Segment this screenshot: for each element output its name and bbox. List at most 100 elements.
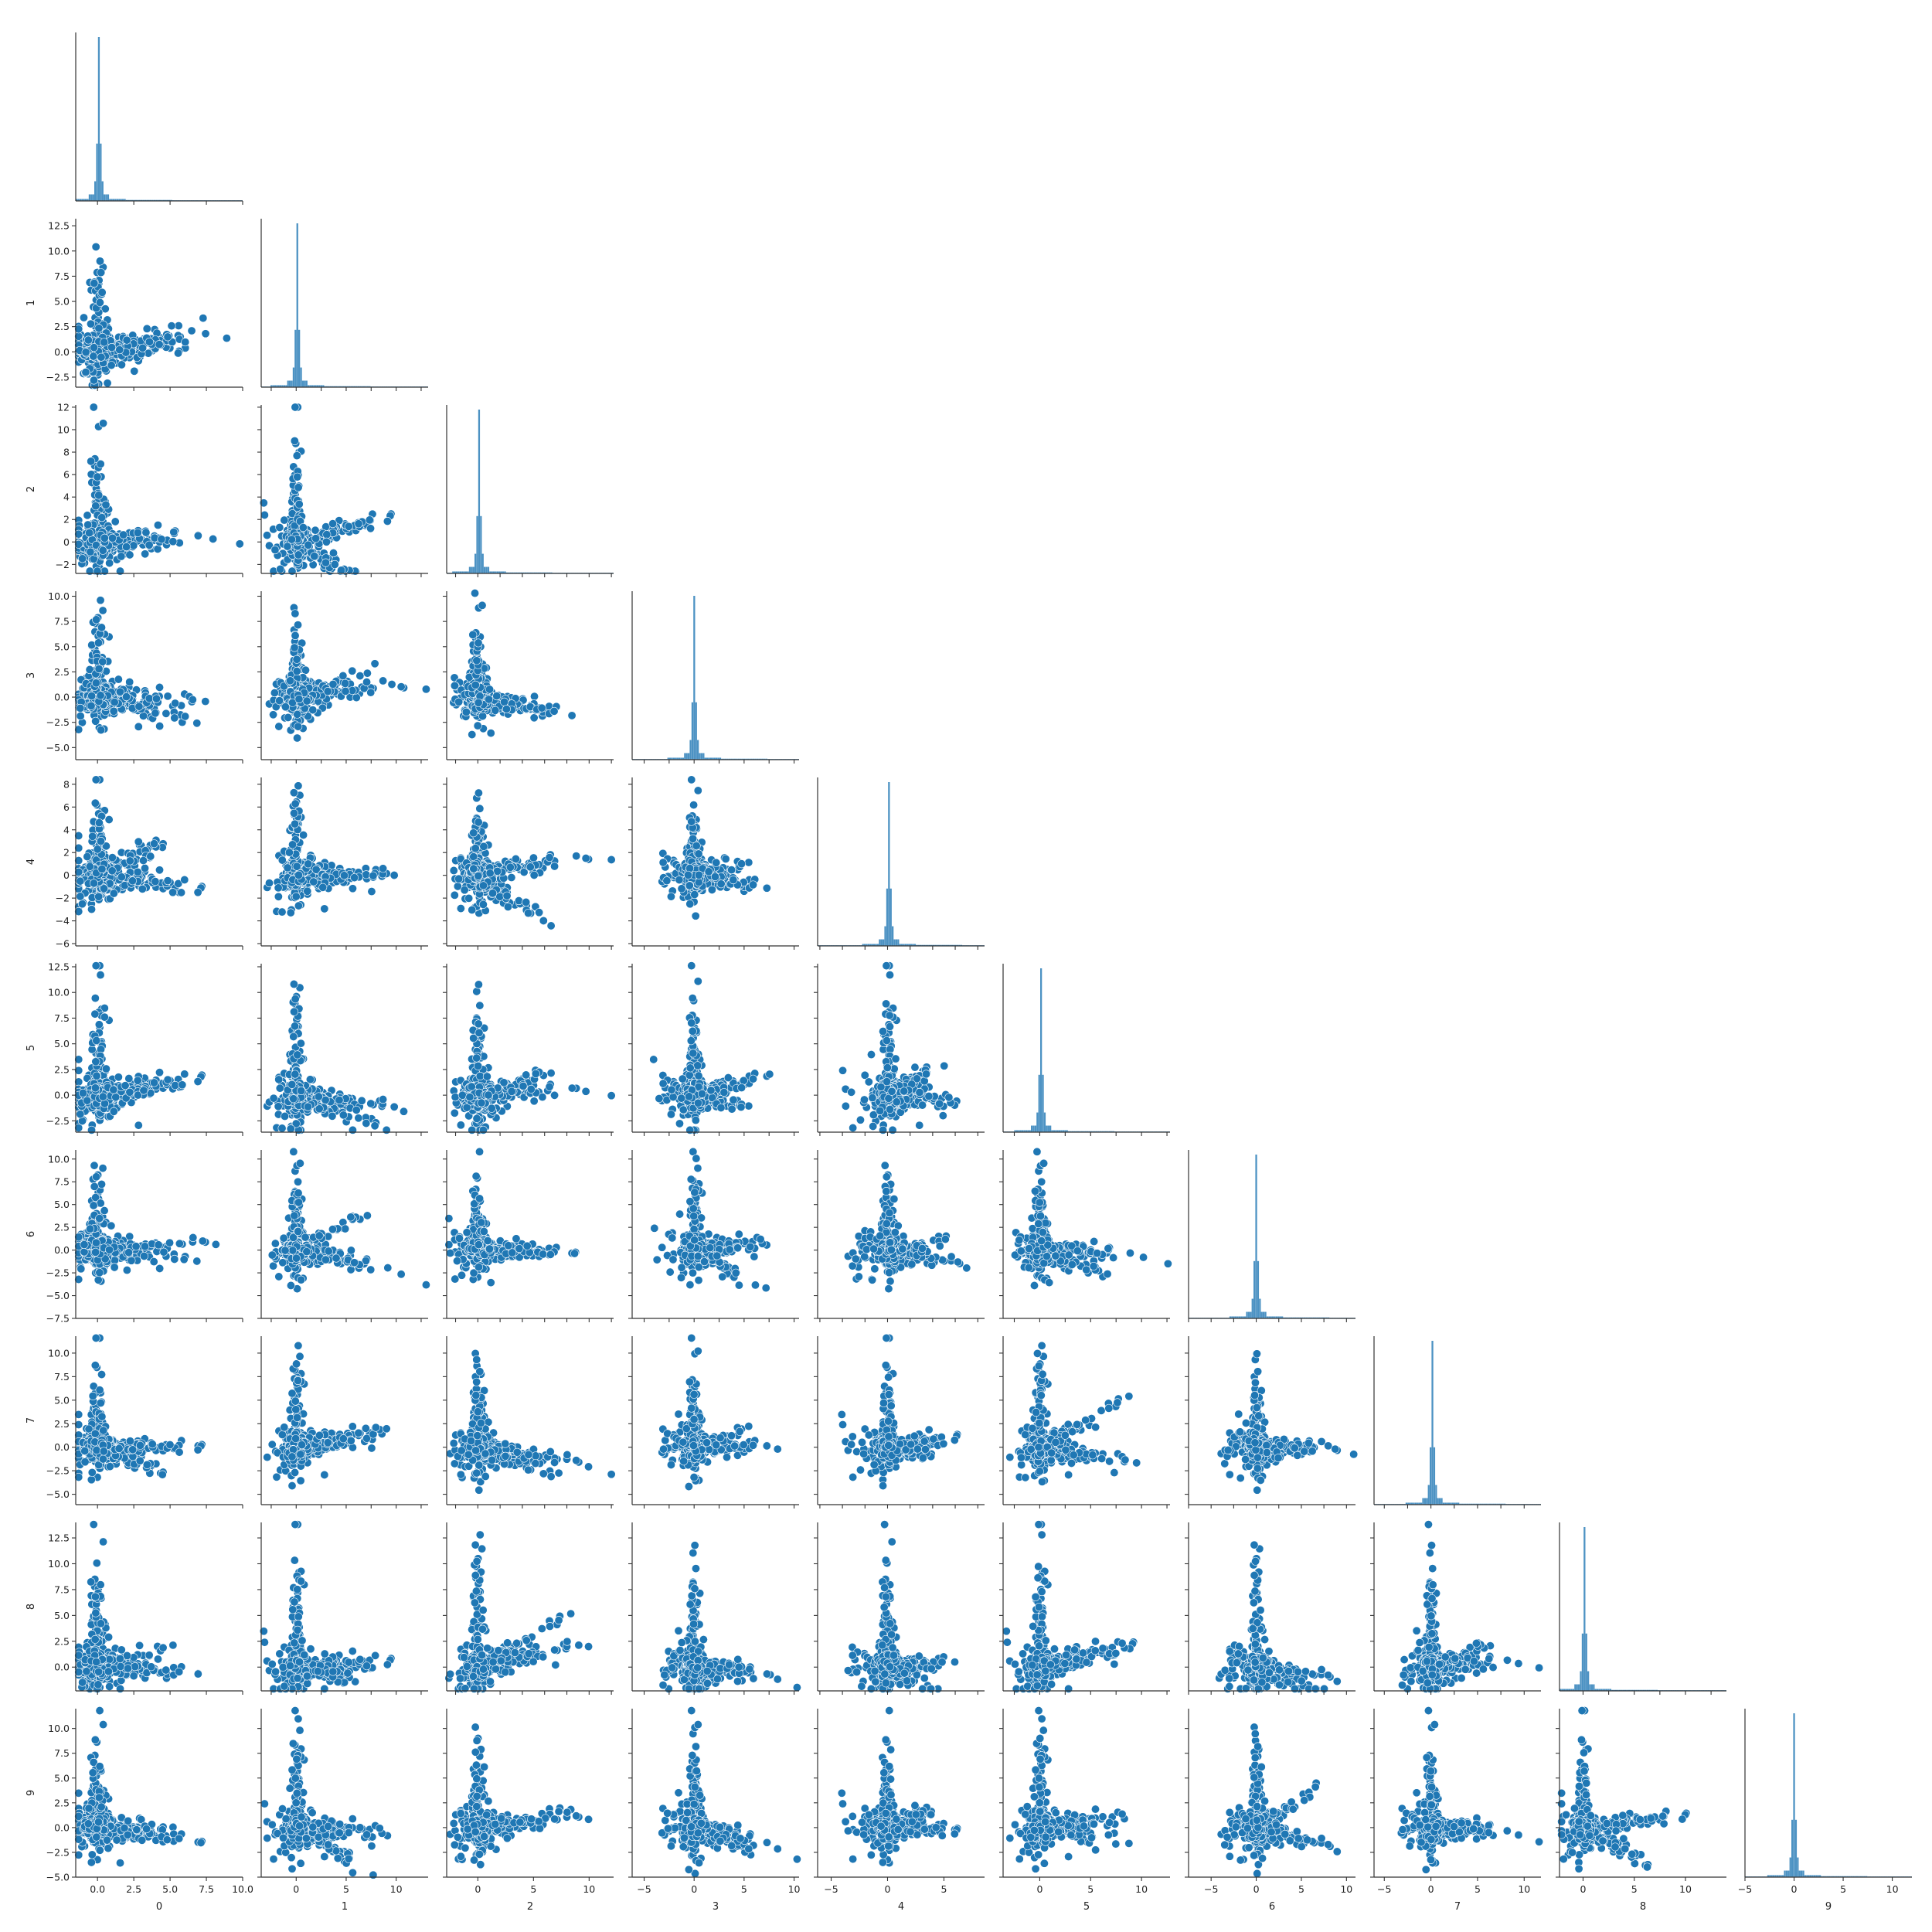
point-3-1-225 <box>270 689 278 696</box>
point-3-0-513 <box>92 679 100 687</box>
point-4-0-477 <box>77 893 84 900</box>
y-tick-label: 10 <box>57 423 70 435</box>
point-1-0-510 <box>90 352 97 360</box>
point-3-1-398 <box>309 706 317 713</box>
point-2-1-467 <box>291 403 299 411</box>
point-4-0-441 <box>168 889 176 896</box>
point-3-0-512 <box>87 702 95 709</box>
panel-3-vs-0: −5.0−2.50.02.55.07.510.03 <box>26 590 243 764</box>
hist-bar-2-12 <box>469 567 471 573</box>
y-tick-label: 2 <box>63 514 70 526</box>
point-2-1-353 <box>276 523 284 531</box>
y-tick-label: 10.0 <box>48 590 70 602</box>
panel-2-vs-1 <box>257 403 428 577</box>
point-3-2-510 <box>474 639 482 647</box>
point-1-0-512 <box>97 353 105 361</box>
point-3-1-514 <box>286 677 294 685</box>
y-tick-label: 12 <box>57 401 70 413</box>
point-2-1-373 <box>329 549 337 556</box>
point-4-0-509 <box>105 815 113 823</box>
y-tick-label: 2.5 <box>54 666 70 678</box>
point-3-1-361 <box>293 734 301 742</box>
point-1-0-339 <box>223 334 230 342</box>
point-4-0-400 <box>134 868 141 876</box>
point-4-1-420 <box>274 884 282 892</box>
point-3-1-519 <box>281 703 289 711</box>
point-4-1-73 <box>294 782 302 790</box>
point-4-1-486 <box>379 865 386 872</box>
point-4-1-519 <box>294 871 302 879</box>
pairplot-panels: −2.50.02.55.07.510.012.51−20246810122−5.… <box>26 32 1912 1913</box>
point-4-0-515 <box>108 867 116 875</box>
hist-bar-1-22 <box>302 381 304 387</box>
point-1-0-500 <box>90 376 97 384</box>
point-4-0-491 <box>95 818 103 826</box>
y-tick-label: 10.0 <box>48 245 70 257</box>
point-2-0-89 <box>209 535 216 543</box>
point-2-1-511 <box>345 522 352 530</box>
hist-bar-0-11 <box>96 144 97 201</box>
point-4-0-514 <box>90 879 97 887</box>
point-3-1-447 <box>349 667 356 675</box>
point-4-0-455 <box>177 889 185 896</box>
hist-bar-0-12 <box>98 37 100 201</box>
point-3-1-497 <box>294 723 302 730</box>
point-4-0-371 <box>92 776 100 784</box>
point-4-1-518 <box>319 883 327 891</box>
point-3-2-414 <box>568 712 576 719</box>
point-1-0-509 <box>116 345 124 353</box>
point-3-1-389 <box>294 621 301 628</box>
point-3-0-96 <box>134 723 142 730</box>
point-2-0-279 <box>111 518 119 526</box>
point-1-0-263 <box>188 327 196 335</box>
point-4-0-471 <box>128 877 136 885</box>
point-3-0-441 <box>162 709 170 717</box>
point-3-0-519 <box>97 624 105 631</box>
point-4-2-202 <box>451 891 458 899</box>
panel-3-vs-3 <box>632 591 799 764</box>
point-3-1-226 <box>301 666 309 674</box>
point-3-0-515 <box>87 692 95 699</box>
point-3-2-26 <box>530 714 538 722</box>
hist-bar-3-34 <box>696 702 697 760</box>
point-2-1-363 <box>263 532 270 539</box>
hist-bar-2-15 <box>474 554 476 573</box>
point-3-0-506 <box>171 714 179 722</box>
point-3-2-452 <box>538 704 546 712</box>
point-3-2-497 <box>492 706 499 714</box>
point-3-0-467 <box>95 665 103 672</box>
point-3-0-363 <box>193 719 201 727</box>
hist-bar-3-36 <box>699 753 700 760</box>
point-4-2-254 <box>547 922 555 930</box>
y-tick-label: 7.5 <box>54 616 70 628</box>
point-4-0-425 <box>117 873 125 881</box>
point-3-1-450 <box>291 644 298 651</box>
point-2-0-354 <box>158 536 165 543</box>
point-2-1-497 <box>311 553 318 560</box>
point-1-0-376 <box>90 279 98 287</box>
point-4-2-129 <box>450 866 457 874</box>
point-2-1-405 <box>331 560 338 568</box>
point-4-0-329 <box>194 889 202 896</box>
point-2-0-428 <box>169 538 177 546</box>
point-2-0-463 <box>87 457 95 465</box>
y-tick-label: −2 <box>56 893 70 904</box>
point-1-0-341 <box>97 268 104 276</box>
point-4-0-415 <box>151 877 159 885</box>
point-4-0-404 <box>87 905 95 913</box>
point-2-0-122 <box>154 545 162 553</box>
point-3-0-294 <box>99 607 107 614</box>
panel-1-vs-0: −2.50.02.55.07.510.012.51 <box>26 219 243 391</box>
y-tick-label: 4 <box>63 824 70 835</box>
point-2-0-515 <box>145 541 153 549</box>
point-4-0-519 <box>98 865 106 872</box>
point-3-0-39 <box>155 683 163 691</box>
point-3-1-499 <box>291 631 299 639</box>
point-4-1-511 <box>293 862 301 870</box>
point-3-0-443 <box>145 695 153 702</box>
point-3-2-460 <box>550 707 558 715</box>
point-3-2-488 <box>473 657 481 665</box>
y-axis-label-1: 1 <box>26 300 37 306</box>
